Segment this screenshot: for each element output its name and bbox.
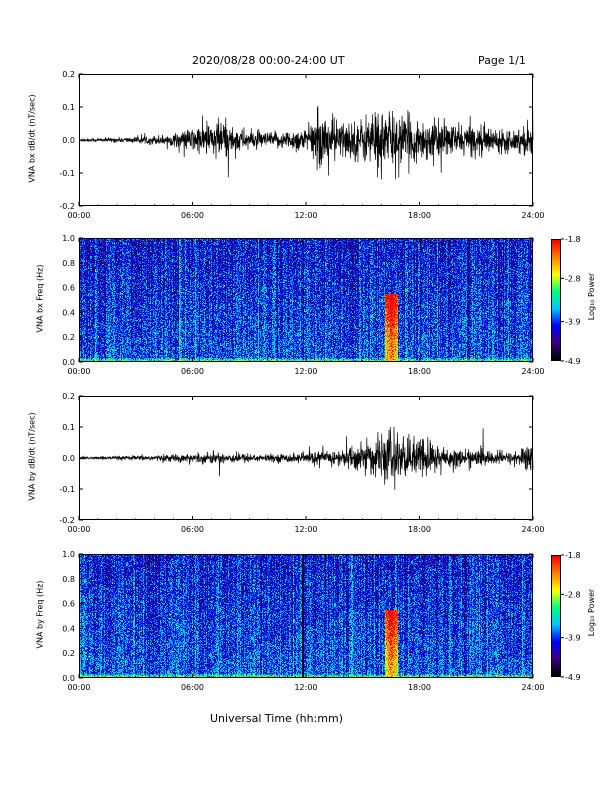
x-tick-label: 18:00 [408,367,431,376]
x-tick-label: 12:00 [294,211,317,220]
y-tick-label: -0.2 [59,516,75,525]
y-tick-label: 1.0 [62,550,75,559]
colorbar-tick-label: -4.9 [565,357,581,366]
x-tick-label: 18:00 [408,683,431,692]
y-tick-label: 0.0 [62,674,75,683]
y-tick-label: 0.0 [62,358,75,367]
y-tick-label: 0.8 [62,575,75,584]
x-tick-label: 12:00 [294,525,317,534]
x-tick-label: 12:00 [294,683,317,692]
y-tick-label: -0.1 [59,485,75,494]
colorbar-tick-label: -2.8 [565,590,581,599]
x-tick-label: 00:00 [67,367,90,376]
dbdt-trace [79,427,533,490]
y-tick-label: 0.4 [62,308,75,317]
dbdt-trace [79,106,533,180]
colorbar-tick-label: -1.8 [565,235,581,244]
x-tick-label: 12:00 [294,367,317,376]
x-tick-label: 18:00 [408,211,431,220]
x-tick-label: 18:00 [408,525,431,534]
y-tick-label: -0.1 [59,169,75,178]
y-tick-label: 1.0 [62,234,75,243]
x-tick-label: 06:00 [181,683,204,692]
y-tick-label: 0.6 [62,284,75,293]
colorbar-tick-label: -3.9 [565,634,581,643]
y-tick-label: 0.4 [62,624,75,633]
colorbar-tick-label: -2.8 [565,274,581,283]
x-tick-label: 06:00 [181,525,204,534]
y-tick-label: 0.2 [62,333,75,342]
y-tick-label: 0.6 [62,600,75,609]
x-tick-label: 24:00 [521,683,544,692]
x-tick-label: 00:00 [67,525,90,534]
x-tick-label: 00:00 [67,683,90,692]
y-tick-label: 0.1 [62,103,75,112]
y-tick-label: 0.2 [62,70,75,79]
x-tick-label: 24:00 [521,367,544,376]
y-tick-label: 0.2 [62,649,75,658]
x-tick-label: 06:00 [181,367,204,376]
y-tick-label: 0.2 [62,392,75,401]
x-tick-label: 24:00 [521,211,544,220]
y-tick-label: 0.0 [62,136,75,145]
colorbar-tick-label: -1.8 [565,551,581,560]
y-tick-label: 0.1 [62,423,75,432]
x-tick-label: 24:00 [521,525,544,534]
x-tick-label: 06:00 [181,211,204,220]
y-tick-label: -0.2 [59,202,75,211]
colorbar-tick-label: -4.9 [565,673,581,682]
y-tick-label: 0.0 [62,454,75,463]
x-tick-label: 00:00 [67,211,90,220]
colorbar-tick-label: -3.9 [565,318,581,327]
y-tick-label: 0.8 [62,259,75,268]
